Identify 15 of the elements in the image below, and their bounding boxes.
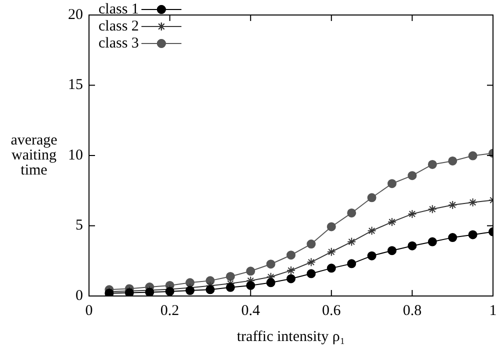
y-tick-label: 0 xyxy=(76,288,83,304)
y-tick-label: 15 xyxy=(68,77,83,94)
legend-label: class 1 xyxy=(98,1,139,18)
x-axis-title: traffic intensity ρ₁ xyxy=(236,328,346,345)
legend-label: class 3 xyxy=(98,35,139,52)
x-tick-label: 1 xyxy=(489,302,497,319)
x-tick-label: 0.2 xyxy=(160,302,180,319)
y-tick-label: 5 xyxy=(76,218,83,234)
y-axis-title: average waiting time xyxy=(10,132,58,178)
y-tick-label: 20 xyxy=(68,6,83,23)
x-tick-label: 0.8 xyxy=(402,302,422,319)
x-tick-label: 0.4 xyxy=(241,302,260,319)
y-tick-label: 10 xyxy=(68,147,83,164)
legend-label: class 2 xyxy=(98,18,139,34)
x-tick-label: 0.6 xyxy=(322,302,342,319)
